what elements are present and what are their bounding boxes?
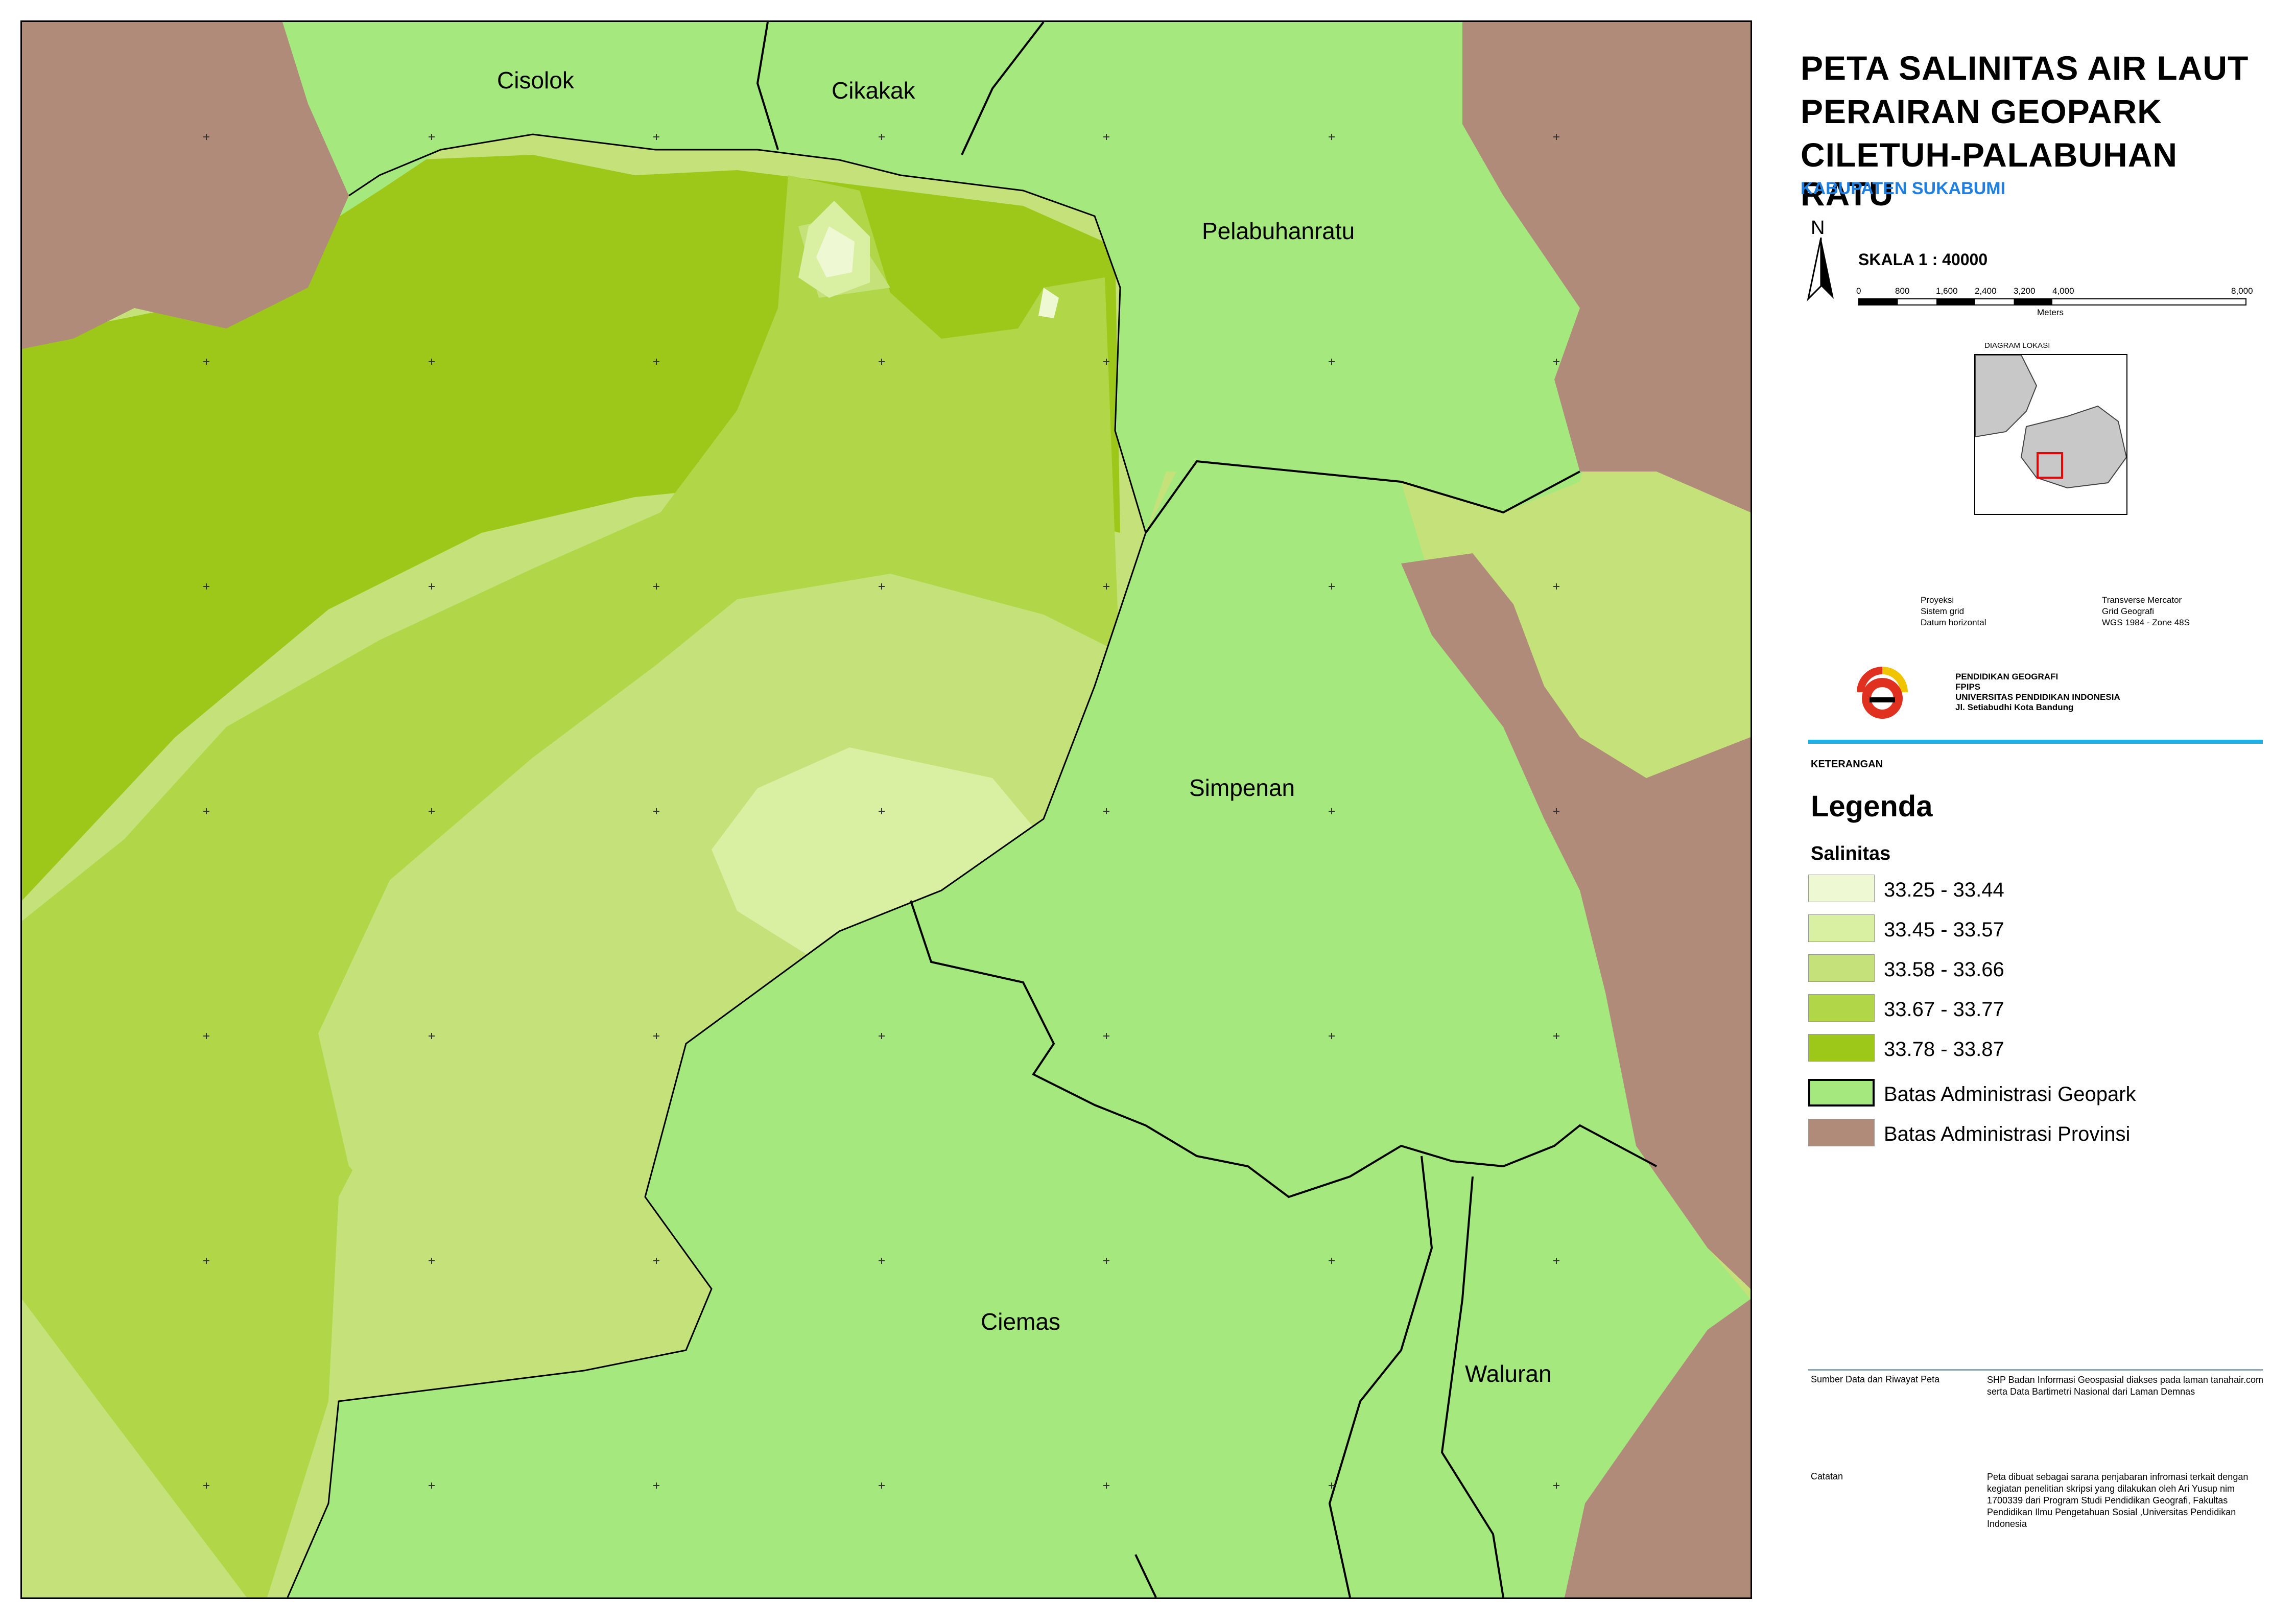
legend-item-4[interactable]: 33.78 - 33.87 <box>1808 1034 2166 1065</box>
institution-line4: Jl. Setiabudhi Kota Bandung <box>1955 702 2074 712</box>
admin-boundaries <box>756 22 1657 1597</box>
locator-diagram <box>1974 354 2127 515</box>
land-north <box>165 22 1605 533</box>
place-label-simpenan[interactable]: Simpenan <box>1189 774 1295 801</box>
scale-tick-2: 1,600 <box>1936 286 1958 296</box>
province-northwest <box>22 22 349 349</box>
legend-item-6[interactable]: Batas Administrasi Provinsi <box>1808 1119 2166 1149</box>
salinity-zone-33-45-33-57 <box>712 201 1044 993</box>
legend-label-4: 33.78 - 33.87 <box>1884 1038 2004 1061</box>
legend-label-1: 33.45 - 33.57 <box>1884 919 2004 941</box>
land-south <box>288 472 1750 1597</box>
map-title-line2: PERAIRAN GEOPARK <box>1801 92 2162 130</box>
scale-tick-3: 2,400 <box>1975 286 1997 296</box>
legend-label-2: 33.58 - 33.66 <box>1884 958 2004 981</box>
university-logo <box>1852 662 1913 723</box>
notes-text: Peta dibuat sebagai sarana penjabaran in… <box>1987 1472 2249 1529</box>
salinity-zone-33-67-33-77 <box>22 175 1120 1597</box>
legend-item-1[interactable]: 33.45 - 33.57 <box>1808 914 2166 945</box>
institution-line2: FPIPS <box>1955 682 1981 692</box>
salinity-zone-33-25-33-44 <box>816 226 1059 318</box>
layout-panel: PETA SALINITAS AIR LAUT PERAIRAN GEOPARK… <box>1767 20 2278 1599</box>
scale-label: SKALA 1 : 40000 <box>1858 250 1988 269</box>
projection-key-1: Sistem grid <box>1921 606 1965 616</box>
legend-swatch-1 <box>1808 914 1875 942</box>
scale-tick-1: 800 <box>1895 286 1910 296</box>
projection-table: Proyeksi Transverse Mercator Sistem grid… <box>1921 595 2227 636</box>
legend-title: Legenda <box>1811 790 1933 823</box>
scale-tick-6: 8,000 <box>2231 286 2253 296</box>
salinity-map[interactable]: Cisolok Cikakak Pelabuhanratu Simpenan C… <box>22 22 1750 1597</box>
institution-line1: PENDIDIKAN GEOGRAFI <box>1955 672 2059 681</box>
province-northeast <box>1462 22 1750 512</box>
sources-text: SHP Badan Informasi Geospasial diakses p… <box>1987 1375 2263 1397</box>
place-label-cisolok[interactable]: Cisolok <box>497 67 575 93</box>
scale-tick-5: 4,000 <box>2052 286 2074 296</box>
legend-swatch-0 <box>1808 875 1875 902</box>
place-label-pelabuhanratu[interactable]: Pelabuhanratu <box>1202 218 1355 244</box>
projection-value-2: WGS 1984 - Zone 48S <box>2102 618 2190 627</box>
map-title-line1: PETA SALINITAS AIR LAUT <box>1801 49 2249 87</box>
projection-value-1: Grid Geografi <box>2102 606 2155 616</box>
legend-label-5: Batas Administrasi Geopark <box>1884 1083 2136 1105</box>
locator-title: DIAGRAM LOKASI <box>1984 341 2050 350</box>
salinity-zone-33-58-33-66 <box>22 216 1125 1597</box>
locator-map-icon <box>1975 355 2126 489</box>
map-subtitle: KABUPATEN SUKABUMI <box>1801 179 2006 198</box>
place-label-ciemas[interactable]: Ciemas <box>981 1308 1060 1335</box>
place-label-cikakak[interactable]: Cikakak <box>832 77 916 104</box>
projection-value-0: Transverse Mercator <box>2102 595 2182 605</box>
scale-tick-0: 0 <box>1856 286 1861 296</box>
north-label: N <box>1811 217 1825 239</box>
projection-key-0: Proyeksi <box>1921 595 1954 605</box>
scale-bar: 0 800 1,600 2,400 3,200 4,000 8,000 Mete… <box>1856 286 2253 317</box>
province-east <box>1401 553 1750 1289</box>
legend-label-6: Batas Administrasi Provinsi <box>1884 1123 2131 1145</box>
scale-unit: Meters <box>2037 308 2064 317</box>
map-title-line3: CILETUH-PALABUHAN RATU <box>1801 136 2178 213</box>
legend-item-2[interactable]: 33.58 - 33.66 <box>1808 954 2166 985</box>
north-arrow-icon <box>1807 238 1834 301</box>
legend-swatch-6 <box>1808 1119 1875 1146</box>
divider-bottom <box>1808 1369 2263 1371</box>
upi-logo-icon <box>1857 667 1908 719</box>
province-southeast <box>1565 1299 1750 1597</box>
legend-swatch-2 <box>1808 954 1875 982</box>
legend-swatch-4 <box>1808 1034 1875 1062</box>
legend-group-label: Salinitas <box>1811 843 1891 864</box>
legend-label-3: 33.67 - 33.77 <box>1884 998 2004 1021</box>
divider-top <box>1808 740 2263 744</box>
north-arrow: N <box>1803 217 1839 304</box>
institution-block: PENDIDIKAN GEOGRAFI FPIPS UNIVERSITAS PE… <box>1955 672 2120 713</box>
place-label-waluran[interactable]: Waluran <box>1465 1360 1552 1387</box>
projection-key-2: Datum horizontal <box>1921 618 1986 627</box>
legend-item-3[interactable]: 33.67 - 33.77 <box>1808 994 2166 1025</box>
legend-swatch-5 <box>1808 1079 1875 1107</box>
legend-item-0[interactable]: 33.25 - 33.44 <box>1808 875 2166 905</box>
legend-item-5[interactable]: Batas Administrasi Geopark <box>1808 1079 2166 1110</box>
legend-label-0: 33.25 - 33.44 <box>1884 879 2004 901</box>
institution-line3: UNIVERSITAS PENDIDIKAN INDONESIA <box>1955 692 2120 702</box>
map-frame[interactable]: Cisolok Cikakak Pelabuhanratu Simpenan C… <box>20 20 1752 1599</box>
sources-label: Sumber Data dan Riwayat Peta <box>1811 1374 1940 1384</box>
scale-tick-4: 3,200 <box>2014 286 2036 296</box>
graticule <box>203 134 1559 1489</box>
keterangan-label: KETERANGAN <box>1811 759 1883 770</box>
legend-swatch-3 <box>1808 994 1875 1022</box>
coastline <box>287 133 1147 1597</box>
notes-label: Catatan <box>1811 1471 1843 1481</box>
